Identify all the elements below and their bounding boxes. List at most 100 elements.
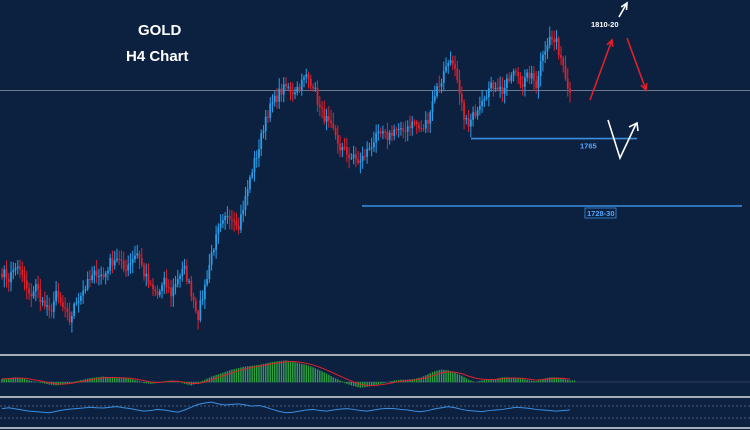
macd-bar (5, 378, 8, 383)
macd-bar (515, 378, 517, 383)
macd-bar (422, 376, 425, 383)
candle-body (48, 305, 51, 311)
white-up-arrow-icon (618, 1, 628, 18)
candle-body (354, 154, 357, 160)
candle-body (481, 100, 483, 107)
candle-body (158, 291, 161, 296)
candle-body (287, 86, 290, 88)
dip-arrow-head (628, 121, 639, 132)
macd-bar (113, 377, 116, 383)
candle-body (395, 129, 398, 131)
candle-body (467, 118, 470, 127)
macd-bar (524, 379, 526, 383)
macd-bar (409, 379, 411, 383)
candle-body (113, 260, 116, 266)
macd-bar (485, 379, 488, 383)
macd-bar (553, 377, 555, 383)
macd-bar (569, 380, 571, 383)
macd-bar (546, 377, 549, 383)
macd-bar (416, 378, 418, 383)
macd-bar (334, 378, 337, 383)
candle-body (176, 278, 179, 285)
candle-body (411, 121, 414, 129)
macd-bar (23, 378, 26, 383)
candle-body (66, 307, 69, 313)
macd-bar (425, 375, 427, 383)
macd-bar (177, 381, 179, 383)
macd-bar (530, 380, 533, 383)
candle-body (10, 272, 12, 283)
macd-bar (564, 379, 567, 383)
macd-bar (199, 381, 202, 383)
candle-body (262, 131, 265, 133)
macd-bar (136, 380, 138, 383)
level-labels: 1765 1728-30 1810-20 (580, 20, 619, 219)
candle-body (526, 72, 529, 78)
candle-body (400, 128, 402, 130)
candle-body (156, 291, 159, 296)
candle-body (37, 283, 39, 290)
macd-bar (449, 371, 452, 383)
candle-body (492, 82, 495, 90)
macd-bar (431, 372, 434, 383)
candle-body (334, 128, 337, 136)
candle-body (348, 154, 351, 158)
macd-bar (228, 370, 231, 383)
candle-body (174, 284, 177, 288)
candle-body (147, 273, 150, 284)
candle-body (79, 295, 82, 301)
candle-body (122, 260, 125, 270)
candle-body (64, 307, 67, 309)
candle-body (194, 300, 197, 312)
candle-body (172, 287, 175, 297)
macd-bar (535, 381, 537, 383)
macd-bar (143, 382, 145, 384)
candle-body (107, 270, 109, 274)
macd-bar (438, 370, 440, 383)
candle-body (503, 87, 506, 94)
macd-bar (289, 361, 292, 383)
candle-body (244, 196, 247, 211)
macd-bar (280, 360, 283, 383)
candle-body (149, 283, 152, 285)
macd-bar (440, 369, 443, 383)
macd-bar (521, 378, 524, 383)
macd-bar (312, 367, 314, 383)
candle-body (136, 253, 139, 256)
macd-bar (19, 377, 21, 383)
macd-bar (467, 379, 470, 383)
candle-body (298, 86, 301, 91)
candle-body (537, 76, 540, 88)
candle-body (490, 82, 493, 89)
candle-body (120, 259, 123, 261)
candle-body (102, 274, 105, 278)
candle-body (61, 302, 64, 308)
candle-body (143, 264, 145, 277)
macd-bar (249, 365, 251, 383)
candle-body (267, 116, 269, 118)
macd-bar (298, 363, 301, 383)
candle-body (370, 147, 373, 149)
candle-body (305, 74, 308, 78)
macd-bar (539, 379, 542, 383)
macd-bar (470, 380, 472, 383)
macd-bar (292, 361, 294, 383)
candle-body (429, 112, 432, 124)
candle-body (469, 119, 472, 127)
macd-bar (21, 378, 23, 383)
macd-bar (483, 380, 486, 383)
macd-bar (224, 371, 226, 383)
candle-body (100, 274, 103, 276)
candle-body (542, 54, 544, 61)
candle-body (569, 88, 571, 93)
candle-body (246, 189, 249, 197)
macd-bar (346, 382, 348, 384)
macd-bar (134, 379, 136, 383)
macd-bar (237, 368, 240, 383)
candle-body (560, 55, 562, 59)
projection-arrows (589, 1, 648, 161)
instrument-title: GOLD (138, 22, 182, 39)
macd-bar (26, 379, 28, 383)
macd-bar (411, 379, 413, 383)
candle-body (167, 287, 170, 289)
